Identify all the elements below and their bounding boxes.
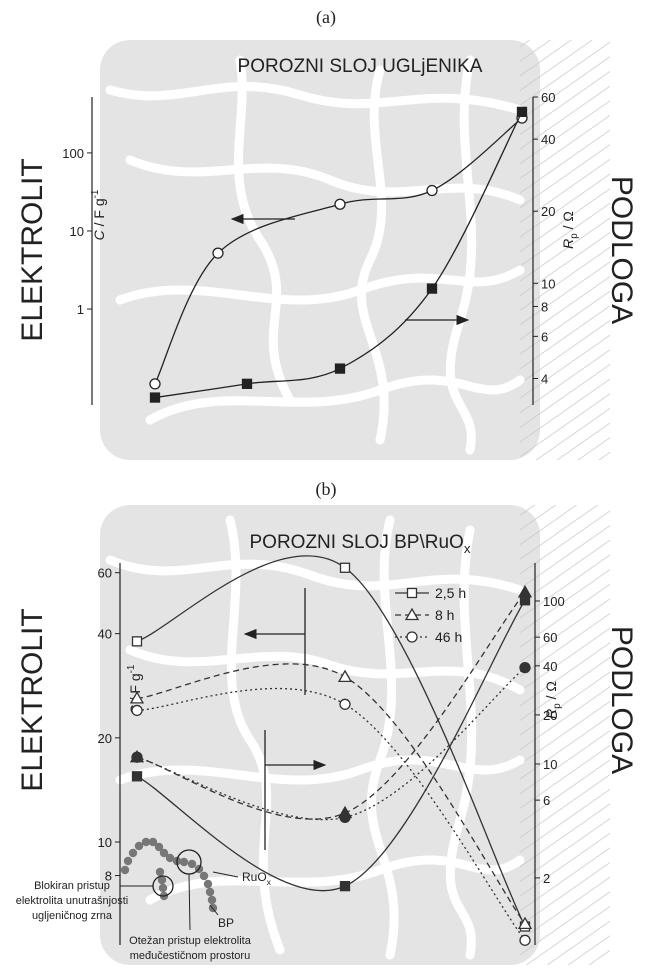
y2-tick-label: 60 — [543, 630, 557, 645]
label-part: ELEKTROLIT — [16, 158, 49, 341]
label-part: PODLOGA — [605, 626, 638, 774]
data-point — [150, 379, 160, 389]
legend-marker — [408, 589, 417, 598]
data-point — [336, 364, 345, 373]
y2-tick-label: 20 — [541, 204, 555, 219]
y-tick-label: 1 — [77, 302, 84, 317]
label-part: -1 — [126, 665, 137, 674]
data-point — [133, 772, 142, 781]
figure: (a) POROZNI SLOJ UGLjENIKA ELEKTROLIT PODLO… — [0, 0, 653, 968]
y2-tick-label: 100 — [543, 594, 565, 609]
data-point — [518, 107, 527, 116]
data-point — [213, 248, 223, 258]
particle — [159, 884, 167, 892]
title-part: POROZNI SLOJ BP\RuO — [250, 532, 464, 553]
legend-label: 46 h — [435, 629, 462, 645]
y2-tick-label: 2 — [543, 871, 550, 886]
side-label-left: ELEKTROLIT — [16, 608, 49, 791]
annotation: ugljeničnog zrna — [32, 910, 113, 922]
data-point — [132, 705, 142, 715]
data-point — [341, 882, 350, 891]
particle — [208, 896, 216, 904]
annotation: elektrolita unutrašnjosti — [16, 895, 129, 907]
side-label-right: PODLOGA — [605, 176, 638, 324]
y2-tick-label: 10 — [541, 276, 555, 291]
panel-label: (a) — [316, 7, 336, 28]
data-point — [243, 379, 252, 388]
legend-label: 2,5 h — [435, 585, 466, 601]
page: (a) POROZNI SLOJ UGLjENIKA ELEKTROLIT PODLO… — [0, 0, 653, 968]
y2-tick-label: 60 — [541, 90, 555, 105]
side-label-right: PODLOGA — [605, 626, 638, 774]
data-point — [133, 637, 142, 646]
y2-tick-label: 6 — [541, 329, 548, 344]
label-part: / F g — [91, 198, 107, 230]
particle — [156, 868, 164, 876]
y2-tick-label: 8 — [541, 299, 548, 314]
y2-tick-label: 40 — [541, 132, 555, 147]
label-part: / Ω — [543, 681, 559, 703]
particle — [206, 888, 214, 896]
title-part: POROZNI SLOJ UGLjENIKA — [238, 56, 483, 77]
label-part: ELEKTROLIT — [16, 608, 49, 791]
data-point — [151, 393, 160, 402]
annotation: Blokiran pristup — [34, 880, 110, 892]
y2-tick-label: 20 — [543, 708, 557, 723]
particle — [180, 858, 188, 866]
data-point — [132, 752, 142, 762]
annotation: BP — [218, 916, 234, 930]
y-tick-label: 10 — [98, 835, 112, 850]
particle — [124, 857, 132, 865]
data-point — [520, 663, 530, 673]
y-tick-label: 100 — [62, 146, 84, 161]
label-part: PODLOGA — [605, 176, 638, 324]
chart-title: POROZNI SLOJ UGLjENIKA — [238, 56, 483, 77]
title-part: x — [464, 541, 471, 556]
y2-tick-label: 6 — [543, 793, 550, 808]
particle — [188, 860, 196, 868]
data-point — [340, 699, 350, 709]
side-label-left: ELEKTROLIT — [16, 158, 49, 341]
particle — [204, 880, 212, 888]
y-tick-label: 20 — [98, 731, 112, 746]
label-part: / Ω — [560, 211, 576, 233]
particle — [121, 866, 129, 874]
annotation: međučestičnom prostoru — [130, 950, 250, 962]
data-point — [520, 935, 530, 945]
particle — [129, 849, 137, 857]
data-point — [428, 284, 437, 293]
y-tick-label: 40 — [98, 627, 112, 642]
panel-label: (b) — [316, 479, 337, 500]
legend-marker — [407, 632, 417, 642]
particle — [200, 872, 208, 880]
annotation-part: RuO — [242, 870, 267, 884]
y2-tick-label: 40 — [543, 659, 557, 674]
label-part: R — [560, 239, 576, 249]
data-point — [340, 812, 350, 822]
y2-tick-label: 10 — [543, 757, 557, 772]
data-point — [427, 185, 437, 195]
y2-tick-label: 4 — [541, 372, 548, 387]
y-tick-label: 60 — [98, 566, 112, 581]
data-point — [341, 563, 350, 572]
y-tick-label: 10 — [70, 224, 84, 239]
chart-title: POROZNI SLOJ BP\RuOx — [250, 532, 471, 556]
annotation: Otežan pristup elektrolita — [129, 935, 252, 947]
data-point — [335, 199, 345, 209]
legend-label: 8 h — [435, 607, 454, 623]
